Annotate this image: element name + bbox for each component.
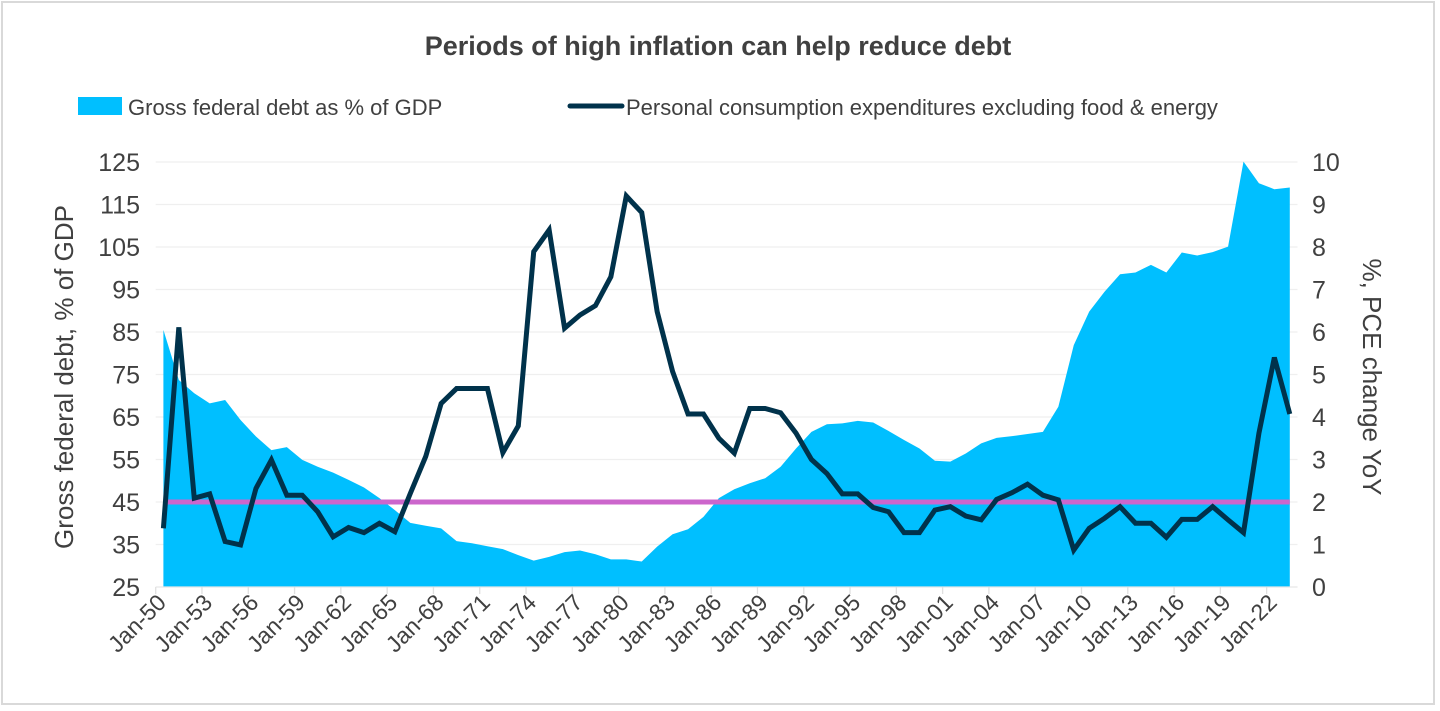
y-left-tick-label: 35 (112, 532, 140, 560)
y-axis-left-label: Gross federal debt, % of GDP (49, 205, 79, 549)
y-right-tick-label: 9 (1312, 192, 1326, 220)
y-right-tick-label: 3 (1312, 447, 1326, 475)
y-left-tick-label: 125 (98, 149, 140, 177)
y-left-tick-label: 65 (112, 404, 140, 432)
y-right-tick-label: 4 (1312, 404, 1326, 432)
y-left-tick-label: 75 (112, 362, 140, 390)
y-left-tick-label: 45 (112, 489, 140, 517)
y-right-tick-label: 0 (1312, 574, 1326, 602)
chart-title: Periods of high inflation can help reduc… (425, 31, 1012, 61)
debt-area (163, 161, 1290, 587)
pce-line (160, 190, 1293, 556)
y-left-tick-label: 25 (112, 574, 140, 602)
legend: Gross federal debt as % of GDP Personal … (78, 95, 1218, 120)
y-left-tick-label: 85 (112, 319, 140, 347)
legend-swatch-debt (78, 97, 122, 115)
y-left-tick-label: 55 (112, 447, 140, 475)
legend-label-debt: Gross federal debt as % of GDP (128, 95, 442, 120)
y-right-tick-label: 7 (1312, 277, 1326, 305)
y-right-tick-label: 8 (1312, 234, 1326, 262)
y-axis-right-label: %, PCE change YoY (1357, 258, 1387, 495)
legend-label-pce: Personal consumption expenditures exclud… (626, 95, 1218, 120)
y-right-tick-label: 1 (1312, 532, 1326, 560)
y-left-tick-label: 95 (112, 277, 140, 305)
y-right-tick-label: 6 (1312, 319, 1326, 347)
plot-area (160, 161, 1293, 587)
y-left-tick-label: 115 (100, 192, 140, 220)
y-right-tick-label: 10 (1312, 149, 1340, 177)
y-right-tick-label: 2 (1312, 489, 1326, 517)
y-left-tick-label: 105 (98, 234, 140, 262)
y-right-tick-label: 5 (1312, 362, 1326, 390)
